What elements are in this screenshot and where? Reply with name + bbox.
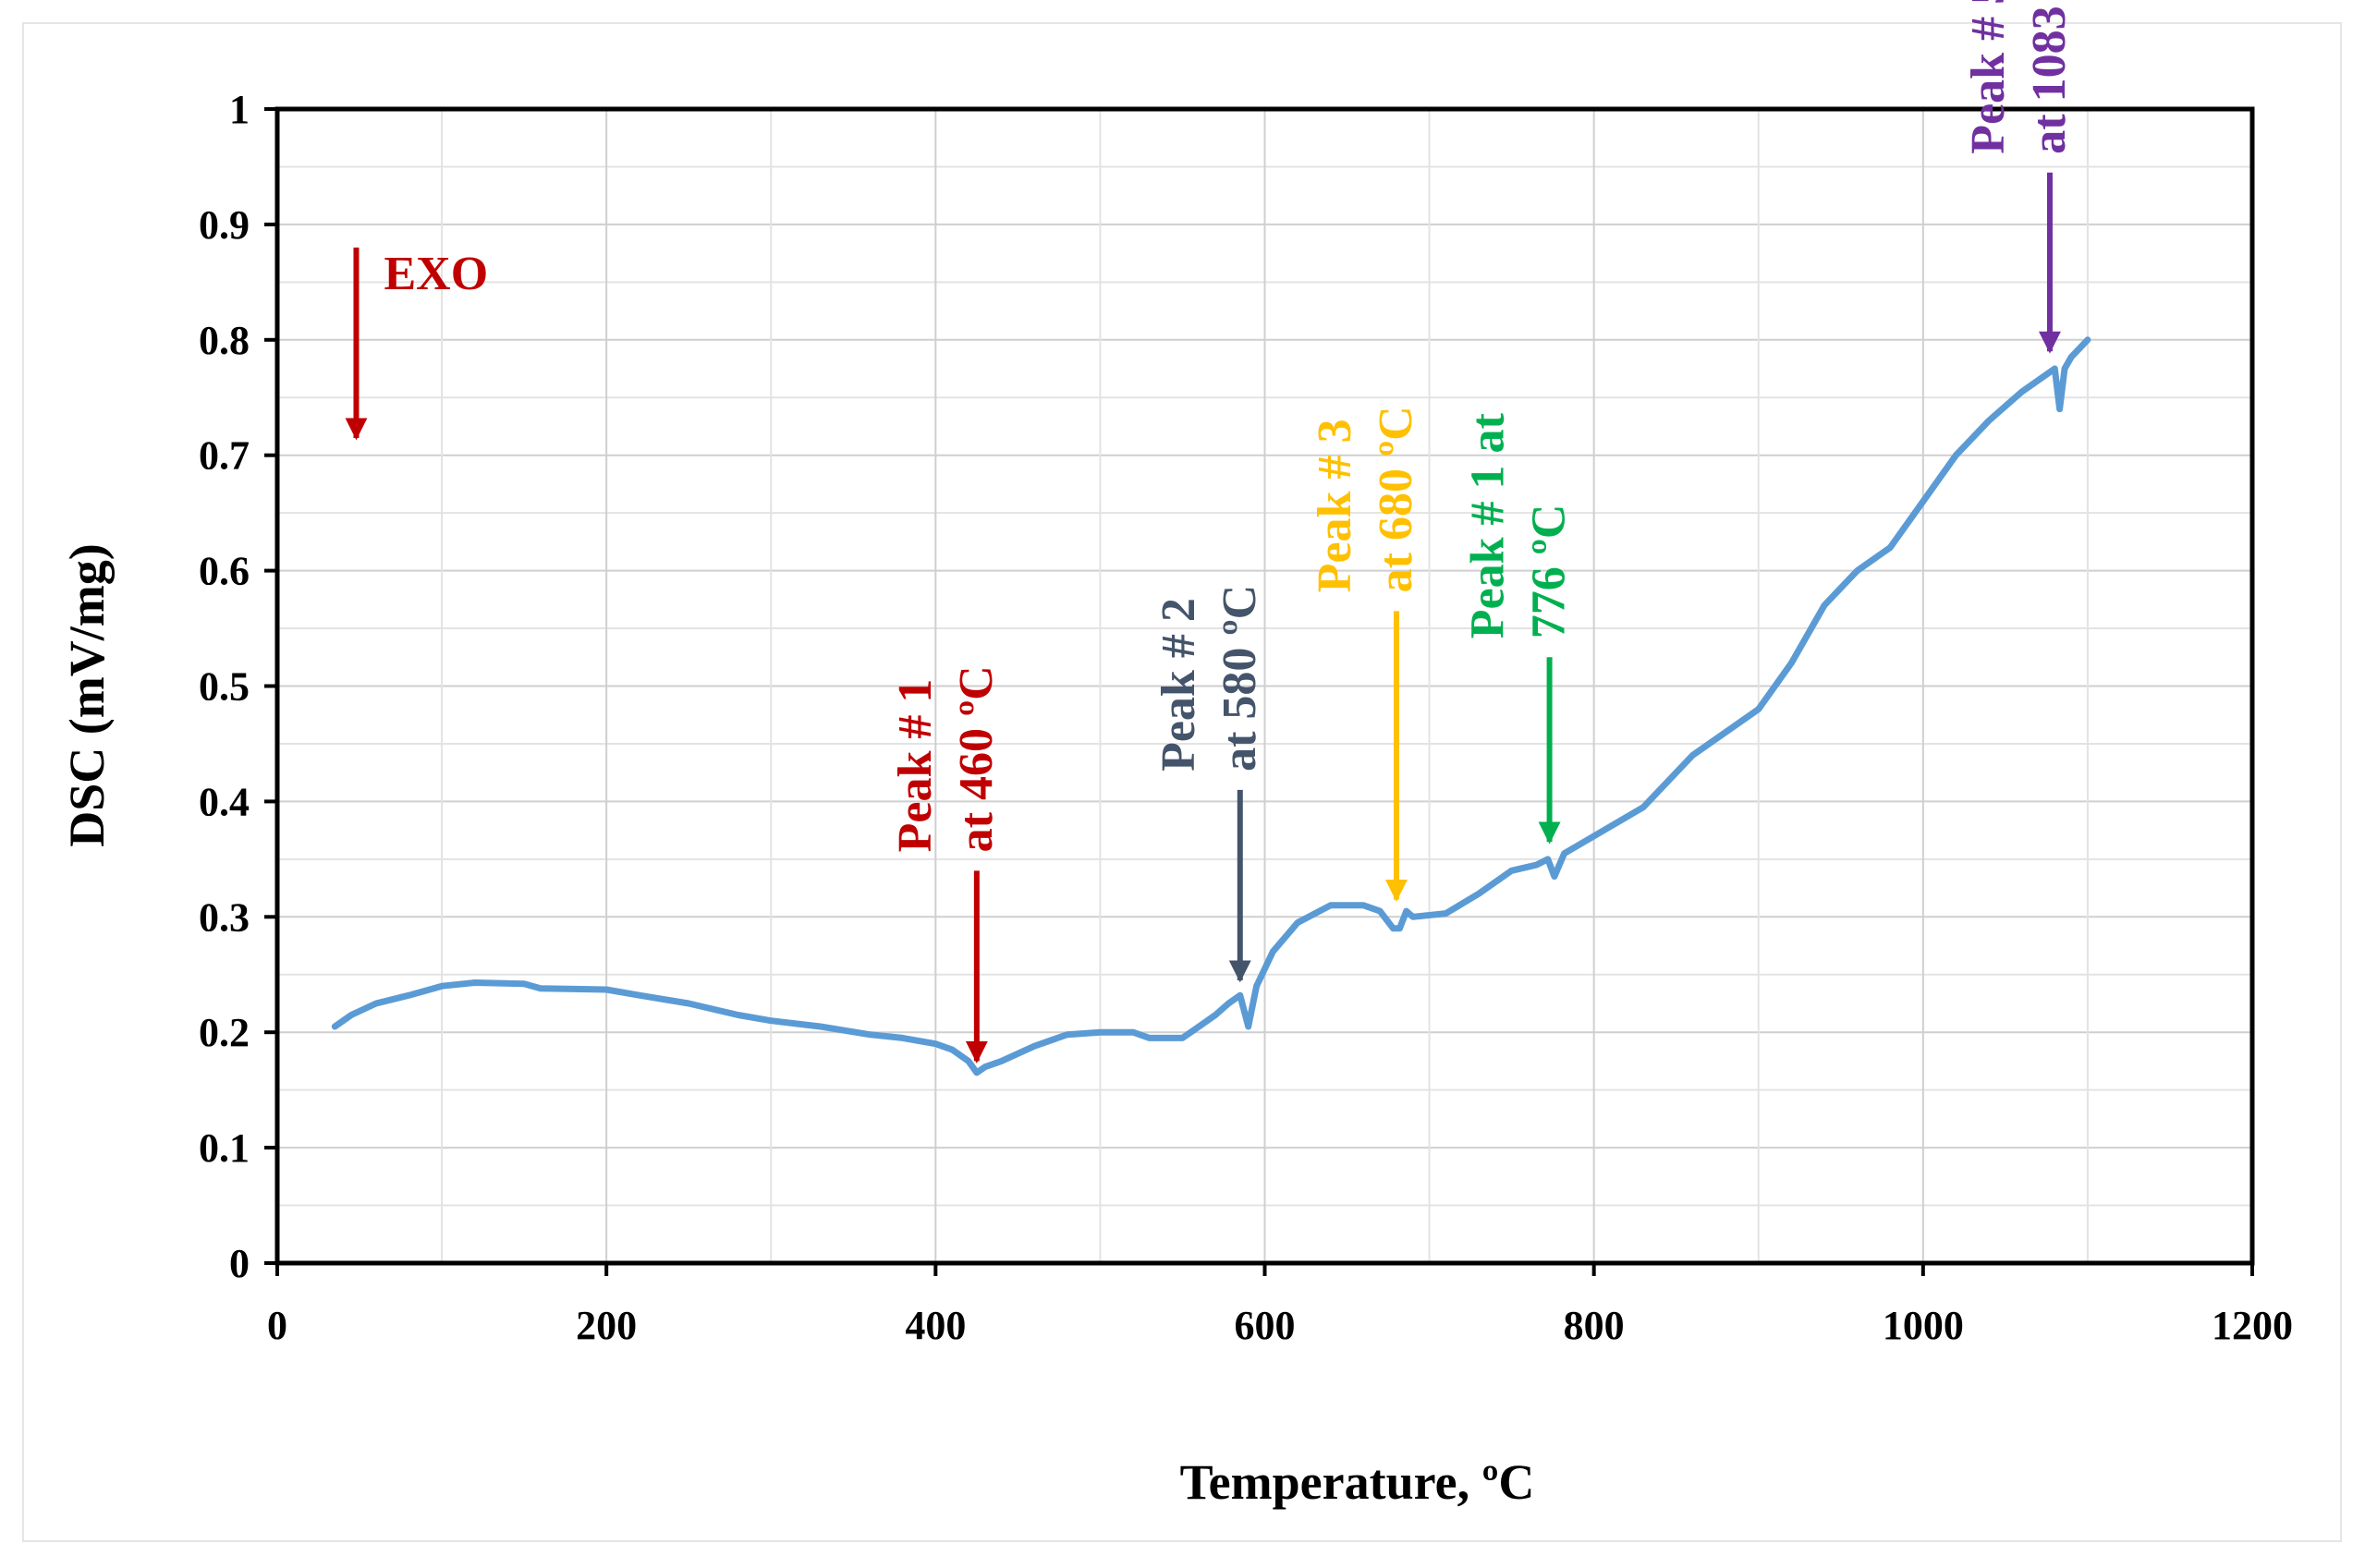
y-tick-label: 0 bbox=[229, 1241, 250, 1286]
y-tick-label: 0.7 bbox=[199, 433, 250, 479]
peak4-label-line: 776 ºC bbox=[1523, 504, 1576, 639]
figure-frame bbox=[22, 22, 2342, 1542]
y-tick-label: 0.5 bbox=[199, 664, 250, 710]
x-tick-label: 0 bbox=[267, 1303, 287, 1348]
x-tick-label: 600 bbox=[1235, 1303, 1296, 1348]
peak5-label-line: at 1083 ºC bbox=[2023, 0, 2076, 154]
y-tick-label: 0.9 bbox=[199, 202, 250, 248]
y-tick-label: 0.8 bbox=[199, 318, 250, 363]
peak5-label: Peak # 5 at 1083 ºC bbox=[1962, 0, 2076, 154]
peak1-label-line: at 460 ºC bbox=[950, 665, 1003, 852]
series-layer bbox=[331, 336, 2091, 1076]
peak5-label-line: Peak # 5 bbox=[1962, 0, 2015, 154]
peak4-label: Peak # 1 at 776 ºC bbox=[1462, 413, 1576, 639]
peak1-label-line: Peak # 1 bbox=[889, 679, 942, 853]
y-tick-label: 0.1 bbox=[199, 1125, 250, 1171]
peak3-label: Peak # 3 at 680 ºC bbox=[1309, 406, 1422, 592]
exo-label: EXO bbox=[384, 248, 488, 300]
y-tick-label: 1 bbox=[229, 87, 250, 132]
peak2-label-line: Peak # 2 bbox=[1152, 598, 1205, 772]
peak1-label: Peak # 1 at 460 ºC bbox=[889, 665, 1003, 852]
y-tick-label: 0.4 bbox=[199, 779, 250, 824]
x-tick-label: 1200 bbox=[2212, 1303, 2293, 1348]
y-tick-label: 0.6 bbox=[199, 549, 250, 594]
x-tick-label: 1000 bbox=[1883, 1303, 1964, 1348]
dsc-series-line bbox=[331, 336, 2091, 1076]
peak3-label-line: at 680 ºC bbox=[1370, 406, 1422, 592]
x-axis-title: Temperature, ºC bbox=[1180, 1454, 1535, 1510]
y-axis-title: DSC (mV/mg) bbox=[59, 543, 115, 846]
y-tick-label: 0.2 bbox=[199, 1010, 250, 1055]
peak2-label-line: at 580 ºC bbox=[1213, 585, 1266, 772]
x-tick-label: 200 bbox=[576, 1303, 637, 1348]
peak4-label-line: Peak # 1 at bbox=[1462, 413, 1515, 639]
tick-layer: 0 0.1 0.2 0.3 0.4 0.5 0.6 0.7 0.8 0.9 1 0 200 400 600 8… bbox=[199, 87, 2293, 1348]
peak3-label-line: Peak # 3 bbox=[1309, 419, 1361, 593]
y-tick-label: 0.3 bbox=[199, 894, 250, 940]
peak2-label: Peak # 2 at 580 ºC bbox=[1152, 585, 1266, 772]
x-tick-label: 400 bbox=[905, 1303, 966, 1348]
x-tick-label: 800 bbox=[1564, 1303, 1625, 1348]
